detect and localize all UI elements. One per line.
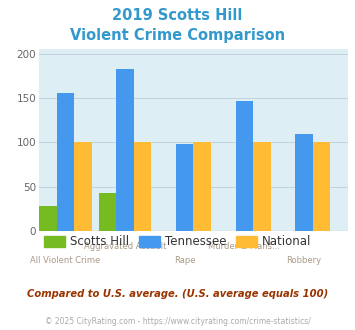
Bar: [39, 206, 56, 231]
Bar: [236, 101, 253, 231]
Text: All Violent Crime: All Violent Crime: [30, 256, 100, 265]
Bar: [74, 142, 92, 231]
Bar: [176, 144, 193, 231]
Text: 2019 Scotts Hill: 2019 Scotts Hill: [112, 8, 243, 23]
Text: Compared to U.S. average. (U.S. average equals 100): Compared to U.S. average. (U.S. average …: [27, 289, 328, 299]
Text: © 2025 CityRating.com - https://www.cityrating.com/crime-statistics/: © 2025 CityRating.com - https://www.city…: [45, 317, 310, 326]
Text: Aggravated Assault: Aggravated Assault: [84, 242, 166, 251]
Bar: [313, 142, 331, 231]
Bar: [116, 69, 134, 231]
Bar: [253, 142, 271, 231]
Bar: [193, 142, 211, 231]
Legend: Scotts Hill, Tennessee, National: Scotts Hill, Tennessee, National: [39, 231, 316, 253]
Text: Robbery: Robbery: [286, 256, 322, 265]
Text: Violent Crime Comparison: Violent Crime Comparison: [70, 28, 285, 43]
Bar: [56, 93, 74, 231]
Bar: [295, 134, 313, 231]
Text: Rape: Rape: [174, 256, 196, 265]
Bar: [134, 142, 151, 231]
Bar: [99, 193, 116, 231]
Text: Murder & Mans...: Murder & Mans...: [208, 242, 280, 251]
